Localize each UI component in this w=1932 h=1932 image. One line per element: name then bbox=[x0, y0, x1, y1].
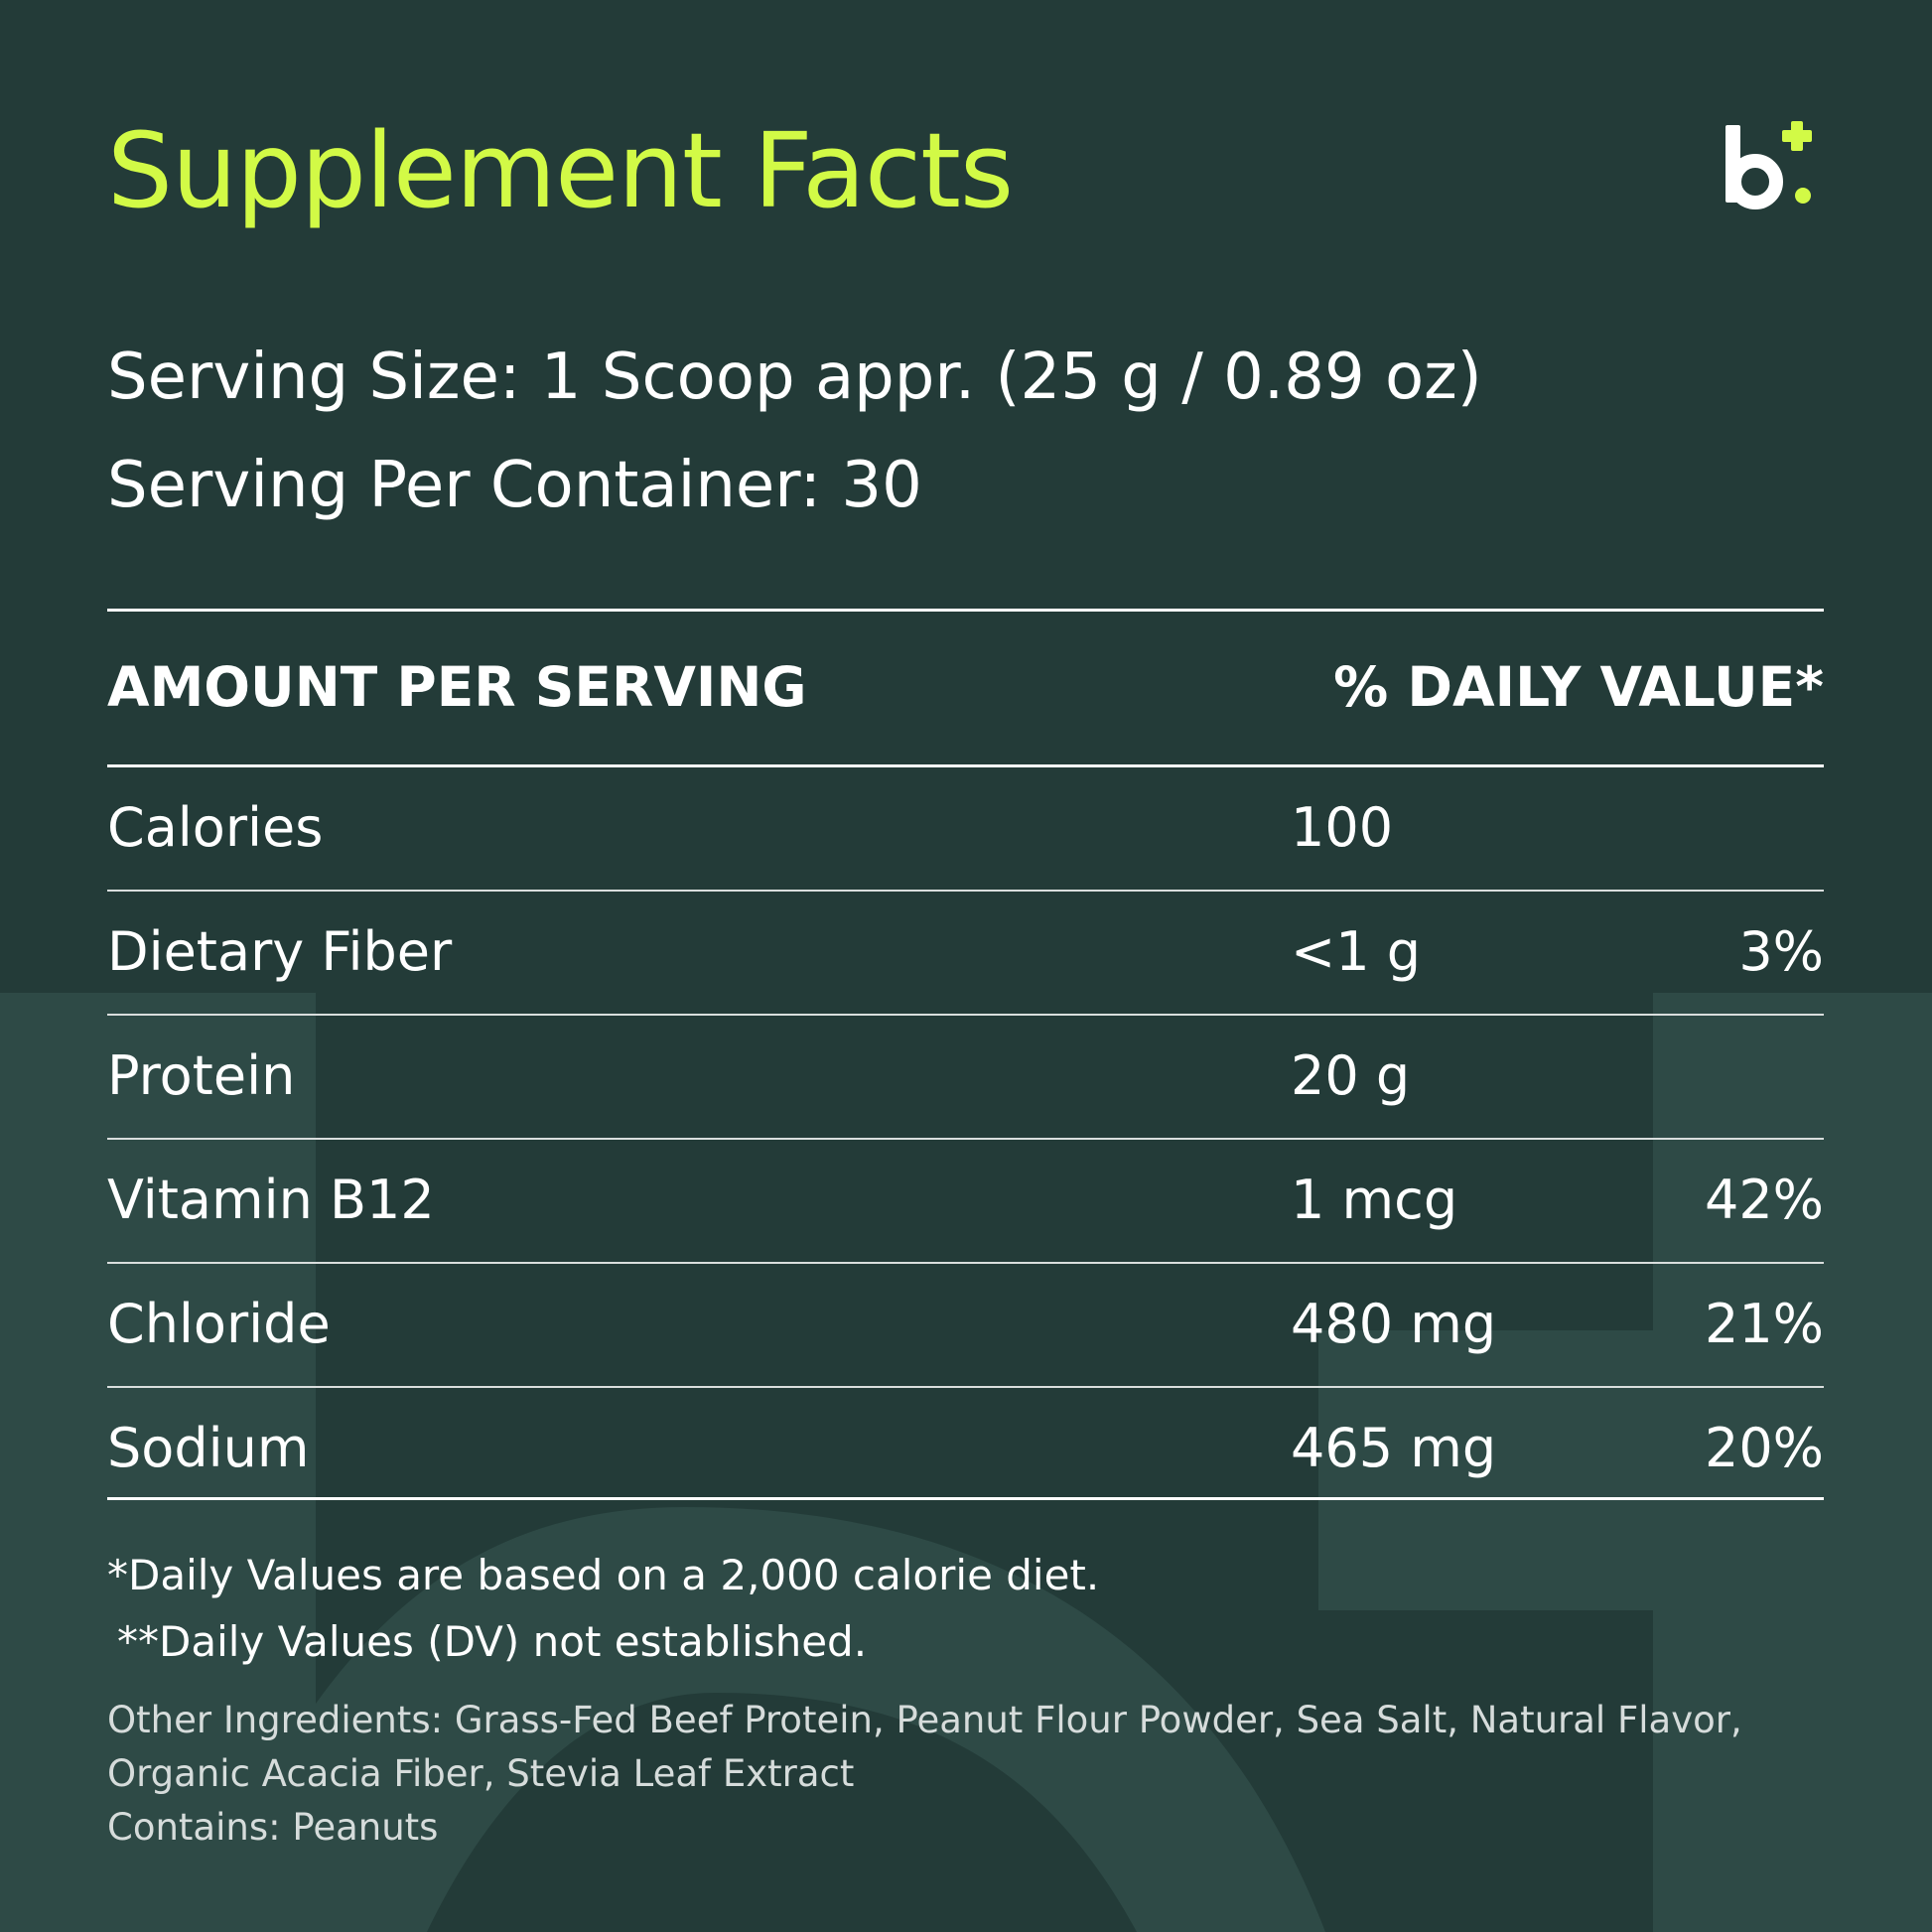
nutrient-amount: 1 mcg bbox=[1291, 1169, 1458, 1231]
nutrient-name: Calories bbox=[107, 796, 324, 859]
nutrient-amount: 100 bbox=[1291, 796, 1394, 859]
nutrient-daily-value: 42% bbox=[1704, 1169, 1824, 1231]
table-row: Calories 100 bbox=[107, 767, 1824, 892]
nutrient-table: Calories 100 Dietary Fiber <1 g 3% Prote… bbox=[107, 767, 1824, 1510]
serving-size: Serving Size: 1 Scoop appr. (25 g / 0.89… bbox=[107, 341, 1482, 414]
header-daily-value: % DAILY VALUE* bbox=[1333, 655, 1824, 719]
other-ingredients: Other Ingredients: Grass-Fed Beef Protei… bbox=[107, 1694, 1835, 1855]
table-bottom-rule bbox=[107, 1497, 1824, 1500]
table-header-rule bbox=[107, 764, 1824, 767]
nutrient-amount: 465 mg bbox=[1291, 1417, 1497, 1479]
brand-logo-icon bbox=[1725, 121, 1812, 209]
nutrient-name: Sodium bbox=[107, 1417, 310, 1479]
nutrient-amount: 20 g bbox=[1291, 1044, 1411, 1107]
ingredients-line: Other Ingredients: Grass-Fed Beef Protei… bbox=[107, 1699, 1742, 1741]
background-shape-left bbox=[0, 993, 316, 1932]
background-shape-bar bbox=[1318, 1330, 1653, 1610]
ingredients-line: Organic Acacia Fiber, Stevia Leaf Extrac… bbox=[107, 1752, 855, 1795]
nutrient-name: Dietary Fiber bbox=[107, 920, 453, 983]
footnote-daily-values: *Daily Values are based on a 2,000 calor… bbox=[107, 1551, 1100, 1599]
header-amount-per-serving: AMOUNT PER SERVING bbox=[107, 655, 807, 719]
nutrient-daily-value: 3% bbox=[1738, 920, 1824, 983]
allergen-statement: Contains: Peanuts bbox=[107, 1806, 439, 1849]
table-row: Chloride 480 mg 21% bbox=[107, 1264, 1824, 1388]
background-shape-right bbox=[1653, 993, 1932, 1932]
background-shape-arc bbox=[316, 1507, 1325, 1932]
table-top-rule bbox=[107, 609, 1824, 612]
nutrient-daily-value: 21% bbox=[1704, 1293, 1824, 1355]
table-row: Dietary Fiber <1 g 3% bbox=[107, 892, 1824, 1016]
table-row: Sodium 465 mg 20% bbox=[107, 1388, 1824, 1510]
nutrient-amount: 480 mg bbox=[1291, 1293, 1497, 1355]
table-row: Vitamin B12 1 mcg 42% bbox=[107, 1140, 1824, 1264]
nutrient-name: Vitamin B12 bbox=[107, 1169, 435, 1231]
servings-per-container: Serving Per Container: 30 bbox=[107, 449, 922, 522]
nutrient-name: Chloride bbox=[107, 1293, 331, 1355]
footnote-dv-not-established: **Daily Values (DV) not established. bbox=[117, 1617, 868, 1666]
table-row: Protein 20 g bbox=[107, 1016, 1824, 1140]
page-title: Supplement Facts bbox=[107, 110, 1014, 231]
table-header: AMOUNT PER SERVING % DAILY VALUE* bbox=[107, 647, 1824, 727]
nutrient-amount: <1 g bbox=[1291, 920, 1422, 983]
nutrient-daily-value: 20% bbox=[1704, 1417, 1824, 1479]
nutrient-name: Protein bbox=[107, 1044, 296, 1107]
